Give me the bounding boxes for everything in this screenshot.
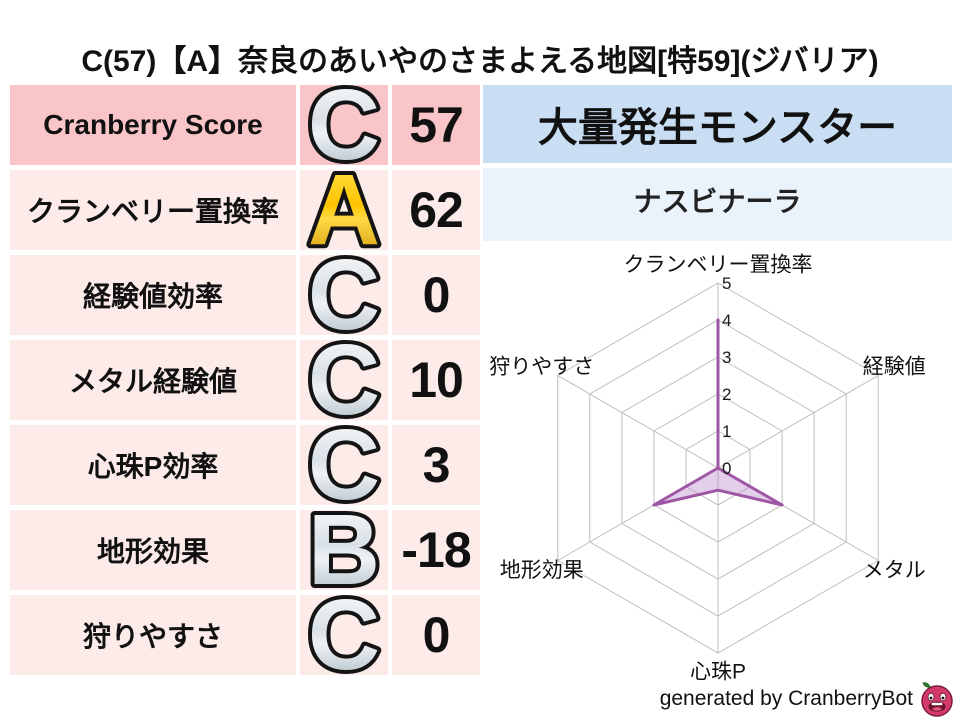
grade-letter-icon: C: [304, 235, 384, 355]
grade-badge: C: [300, 405, 388, 525]
stat-value: 3: [392, 425, 480, 505]
radar-tick-label: 1: [722, 422, 731, 441]
grade-letter-icon: A: [304, 150, 384, 270]
grade-letter-icon: C: [304, 65, 384, 185]
grade-badge: B: [300, 490, 388, 610]
stat-value: 10: [392, 340, 480, 420]
table-row: 経験値効率 C 0: [10, 235, 480, 355]
radar-data-polygon: [652, 318, 784, 507]
radar-axis-spoke: [717, 375, 879, 469]
monster-name: ナスビナーラ: [483, 168, 952, 241]
svg-text:C: C: [308, 324, 380, 436]
svg-text:B: B: [308, 494, 380, 606]
radar-axis-label: メタル: [863, 559, 926, 582]
svg-text:C: C: [308, 579, 380, 691]
footer-credit: generated by CranberryBot: [659, 687, 913, 710]
stat-label: 狩りやすさ: [10, 595, 296, 675]
radar-tick-label: 5: [722, 274, 731, 293]
table-row: Cranberry Score C 57: [10, 65, 480, 185]
radar-tick-label: 0: [722, 459, 731, 478]
grade-badge: C: [300, 320, 388, 440]
svg-text:A: A: [308, 154, 380, 266]
stat-label: 心珠P効率: [10, 425, 296, 505]
stats-table: Cranberry Score C 57 クランベリー置換率 A 62 経験値効率 C 0 メタル…: [10, 65, 480, 695]
svg-text:C: C: [308, 69, 380, 181]
radar-axis-label: クランベリー置換率: [624, 254, 813, 277]
radar-axis-label: 地形効果: [500, 559, 584, 582]
stat-value: 57: [392, 85, 480, 165]
page-title: C(57)【A】奈良のあいやのさまよえる地図[特59](ジバリア): [81, 45, 879, 78]
grade-letter-icon: B: [304, 490, 384, 610]
grade-badge: C: [300, 65, 388, 185]
grade-letter-icon: C: [304, 320, 384, 440]
cranberrybot-logo-icon: [921, 682, 953, 717]
grade-letter-icon: C: [304, 575, 384, 695]
grade-badge: C: [300, 575, 388, 695]
svg-text:C: C: [308, 239, 380, 351]
grade-badge: C: [300, 235, 388, 355]
radar-tick-label: 3: [722, 348, 731, 367]
grade-letter-icon: C: [304, 405, 384, 525]
stat-label: Cranberry Score: [10, 85, 296, 165]
radar-tick-label: 4: [722, 311, 731, 330]
stat-value: 0: [392, 255, 480, 335]
stat-label: クランベリー置換率: [10, 170, 296, 250]
table-row: 狩りやすさ C 0: [10, 575, 480, 695]
stat-value: 62: [392, 170, 480, 250]
table-row: 地形効果 B -18: [10, 490, 480, 610]
radar-axis-label: 心珠P: [690, 661, 746, 684]
grade-badge: A: [300, 150, 388, 270]
footer: generated by CranberryBot: [660, 680, 956, 718]
monster-header: 大量発生モンスター: [483, 85, 952, 163]
stat-label: 地形効果: [10, 510, 296, 590]
table-row: クランベリー置換率 A 62: [10, 150, 480, 270]
stat-value: 0: [392, 595, 480, 675]
stat-label: メタル経験値: [10, 340, 296, 420]
svg-text:C: C: [308, 409, 380, 521]
table-row: 心珠P効率 C 3: [10, 405, 480, 525]
radar-axis-spoke: [557, 375, 719, 469]
stat-value: -18: [392, 510, 480, 590]
stat-label: 経験値効率: [10, 255, 296, 335]
table-row: メタル経験値 C 10: [10, 320, 480, 440]
radar-axis-label: 狩りやすさ: [489, 355, 594, 378]
radar-axis-label: 経験値: [863, 355, 926, 378]
radar-tick-label: 2: [722, 385, 731, 404]
